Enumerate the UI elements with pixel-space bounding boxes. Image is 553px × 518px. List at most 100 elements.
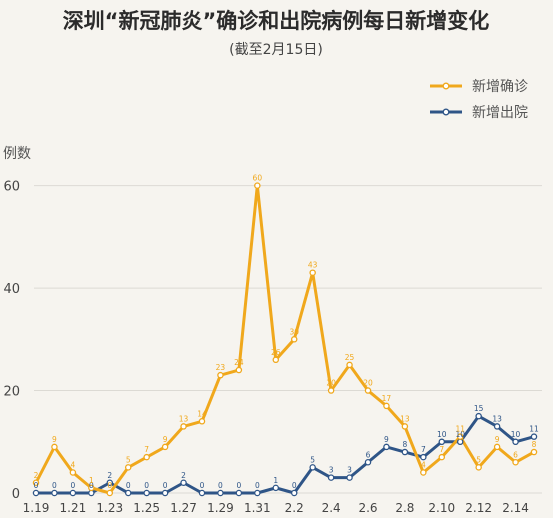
data-point-discharged — [346, 474, 353, 481]
legend-marker-confirmed — [442, 82, 450, 90]
data-point-discharged — [51, 489, 58, 497]
data-point-confirmed — [530, 448, 538, 456]
data-point-discharged — [456, 438, 464, 446]
data-label-discharged: 8 — [402, 440, 407, 449]
chart-subtitle: (截至2月15日) — [229, 42, 323, 58]
data-label-confirmed: 20 — [363, 379, 373, 388]
data-point-confirmed — [198, 418, 206, 425]
data-label-confirmed: 60 — [253, 174, 263, 183]
data-point-confirmed — [106, 489, 114, 497]
data-point-discharged — [475, 412, 482, 420]
data-label-discharged: 0 — [70, 481, 75, 490]
data-point-discharged — [198, 489, 206, 497]
data-point-discharged — [143, 489, 150, 497]
data-label-confirmed: 26 — [271, 348, 281, 357]
data-point-confirmed — [254, 182, 261, 189]
data-label-confirmed: 5 — [126, 455, 131, 464]
y-tick-label: 40 — [3, 282, 20, 297]
data-label-discharged: 15 — [474, 404, 484, 413]
data-label-discharged: 0 — [163, 481, 168, 490]
x-tick-label: 1.21 — [60, 501, 87, 515]
data-label-discharged: 9 — [384, 435, 389, 444]
data-label-discharged: 0 — [255, 481, 260, 490]
series-points — [32, 182, 538, 497]
data-point-discharged — [290, 489, 298, 497]
data-label-confirmed: 13 — [400, 414, 410, 423]
y-tick-label: 20 — [3, 385, 20, 400]
data-point-discharged — [254, 489, 261, 497]
data-point-discharged — [493, 423, 501, 430]
data-label-discharged: 0 — [34, 481, 39, 490]
data-point-discharged — [124, 489, 132, 497]
data-point-confirmed — [493, 443, 501, 451]
data-label-discharged: 0 — [292, 481, 297, 490]
data-point-confirmed — [383, 402, 390, 410]
data-point-confirmed — [51, 443, 58, 451]
data-label-discharged: 2 — [181, 471, 186, 480]
data-label-discharged: 3 — [329, 466, 334, 475]
data-label-confirmed: 14 — [197, 409, 207, 418]
data-label-discharged: 0 — [52, 481, 57, 490]
data-point-confirmed — [88, 484, 95, 492]
legend: 新增确诊 新增出院 — [430, 79, 528, 121]
y-axis-ticks: 0 20 40 60 — [3, 180, 20, 502]
data-label-confirmed: 9 — [495, 435, 500, 444]
data-point-confirmed — [401, 423, 409, 430]
legend-label-discharged: 新增出院 — [472, 105, 528, 121]
data-point-confirmed — [327, 387, 335, 394]
x-tick-label: 2.4 — [322, 501, 341, 515]
data-label-confirmed: 30 — [289, 327, 299, 336]
x-tick-label: 2.6 — [358, 501, 377, 515]
legend-label-confirmed: 新增确诊 — [472, 79, 528, 95]
data-point-confirmed — [69, 469, 77, 476]
data-point-discharged — [383, 443, 390, 451]
data-point-confirmed — [438, 453, 446, 461]
data-point-discharged — [420, 453, 427, 461]
data-point-discharged — [88, 489, 95, 497]
data-label-discharged: 10 — [437, 430, 447, 439]
data-point-confirmed — [161, 443, 169, 451]
series-lines — [34, 184, 536, 495]
data-label-discharged: 10 — [455, 430, 465, 439]
x-tick-label: 1.25 — [133, 501, 160, 515]
x-tick-label: 1.29 — [207, 501, 234, 515]
data-point-confirmed — [143, 453, 150, 461]
data-point-discharged — [327, 474, 335, 481]
data-point-confirmed — [180, 423, 187, 430]
data-label-confirmed: 9 — [163, 435, 168, 444]
data-label-discharged: 0 — [200, 481, 205, 490]
x-tick-label: 1.23 — [96, 501, 123, 515]
data-point-discharged — [530, 433, 538, 440]
data-point-discharged — [106, 479, 114, 487]
y-axis-label: 例数 — [3, 146, 31, 162]
legend-marker-discharged — [442, 108, 450, 116]
data-label-discharged: 10 — [511, 430, 521, 439]
data-label-discharged: 3 — [347, 466, 352, 475]
data-point-confirmed — [235, 366, 243, 374]
data-point-discharged — [69, 489, 77, 497]
data-point-discharged — [235, 489, 243, 497]
data-point-confirmed — [217, 371, 224, 379]
data-label-discharged: 0 — [218, 481, 223, 490]
data-point-discharged — [309, 464, 316, 471]
data-label-discharged: 0 — [144, 481, 149, 490]
data-label-confirmed: 7 — [439, 445, 444, 454]
data-label-confirmed: 2 — [34, 471, 39, 480]
chart-title: 深圳“新冠肺炎”确诊和出院病例每日新增变化 — [63, 9, 490, 33]
data-point-discharged — [180, 479, 187, 487]
data-label-discharged: 0 — [236, 481, 241, 490]
data-label-discharged: 6 — [366, 450, 371, 459]
x-tick-label: 2.2 — [285, 501, 304, 515]
data-point-confirmed — [456, 433, 464, 440]
data-label-confirmed: 43 — [308, 261, 318, 270]
data-point-confirmed — [32, 479, 40, 487]
data-point-discharged — [401, 448, 409, 456]
data-point-confirmed — [475, 464, 482, 471]
data-label-discharged: 13 — [492, 414, 502, 423]
data-label-discharged: 7 — [421, 445, 426, 454]
data-point-discharged — [272, 484, 280, 492]
data-label-confirmed: 4 — [70, 461, 75, 470]
data-point-confirmed — [346, 361, 353, 369]
data-label-confirmed: 24 — [234, 358, 244, 367]
